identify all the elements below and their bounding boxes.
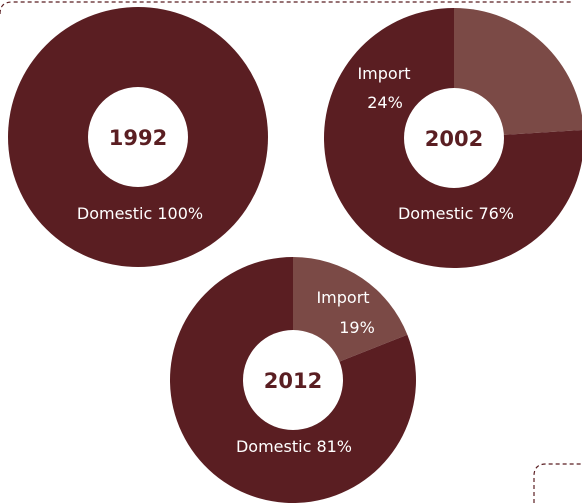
donut-2002-domestic-label: Domestic 76% — [398, 204, 514, 223]
donut-2002-year-label: 2002 — [425, 127, 483, 151]
donut-2012-year-label: 2012 — [264, 369, 322, 393]
donut-1992-year-label: 1992 — [109, 126, 167, 150]
frame-bottom-right-border — [533, 463, 582, 503]
donut-2002-import-label-name: Import — [357, 64, 410, 83]
donut-2012-domestic-label: Domestic 81% — [236, 437, 352, 456]
frame-top-border — [0, 1, 572, 15]
donut-2002-import-label-value: 24% — [367, 93, 403, 112]
donut-1992-hole — [88, 87, 188, 187]
donut-1992-domestic-label: Domestic 100% — [77, 204, 203, 223]
donut-2012: 2012 Import 19% Domestic 81% — [169, 257, 416, 503]
donut-2012-hole — [243, 330, 343, 430]
donut-2002-hole — [404, 88, 504, 188]
donut-2012-import-label-name: Import — [316, 288, 369, 307]
donut-2012-import-label-value: 19% — [339, 318, 375, 337]
donut-1992: 1992 Domestic 100% — [8, 7, 268, 267]
donut-2002: 2002 Import 24% Domestic 76% — [324, 8, 582, 268]
